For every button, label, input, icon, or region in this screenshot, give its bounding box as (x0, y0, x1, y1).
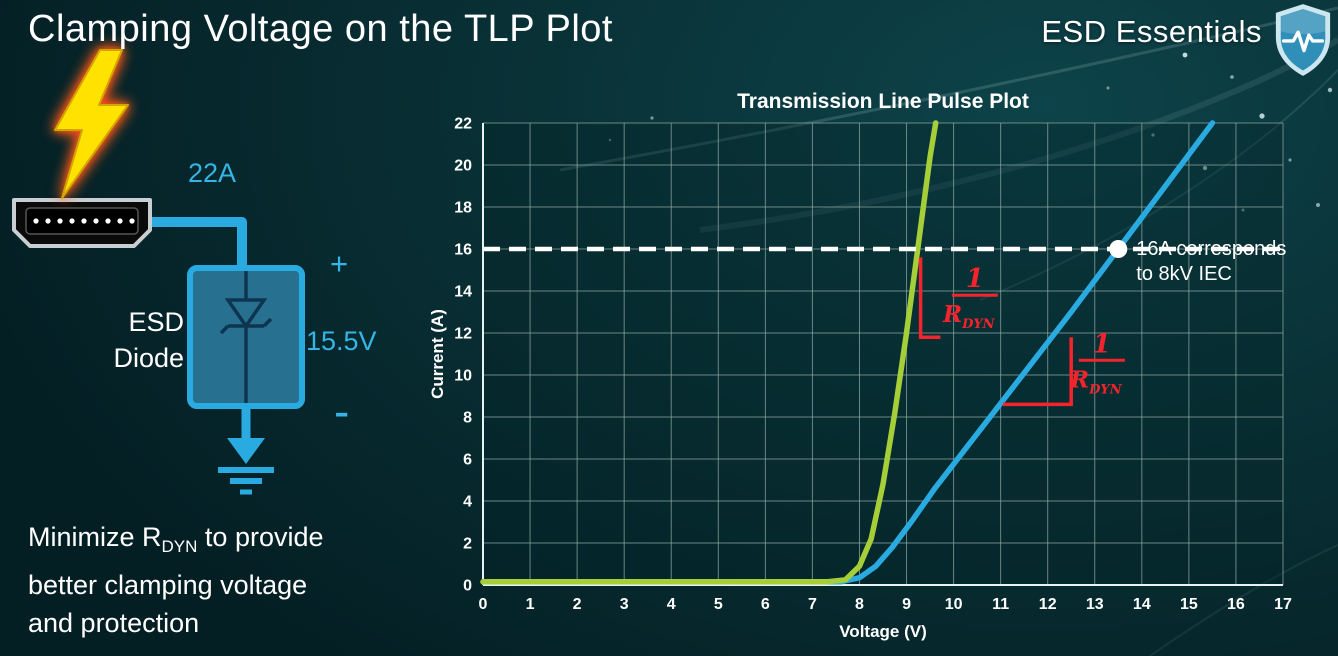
x-tick-label: 8 (855, 596, 864, 613)
slide-title: Clamping Voltage on the TLP Plot (28, 8, 613, 50)
x-tick-label: 0 (479, 596, 488, 613)
wire (150, 217, 247, 270)
y-tick-label: 10 (454, 368, 472, 385)
y-tick-label: 2 (463, 536, 472, 553)
esd-diode-label-line2: Diode (113, 343, 184, 373)
minus-polarity-label: - (334, 385, 350, 437)
y-tick-label: 0 (463, 578, 472, 595)
x-tick-label: 11 (992, 596, 1009, 613)
surge-current-label: 22A (188, 158, 237, 188)
y-tick-label: 16 (454, 242, 472, 259)
x-tick-label: 3 (620, 596, 629, 613)
x-tick-label: 6 (761, 596, 770, 613)
clamp-voltage-label: 15.5V (306, 326, 377, 356)
chart-title: Transmission Line Pulse Plot (737, 90, 1029, 113)
light-streak (979, 69, 1338, 301)
footnote-line1: Minimize RDYN to provide (28, 518, 324, 566)
esd-diode-label: ESD Diode (36, 304, 184, 376)
footnote-line3: and protection (28, 608, 200, 638)
ground-symbol-icon (218, 406, 274, 495)
esd-diode-label-line1: ESD (128, 307, 184, 337)
x-tick-label: 17 (1274, 596, 1292, 613)
light-streak (559, 6, 1338, 172)
footnote-text: Minimize RDYN to provide better clamping… (28, 518, 324, 642)
brand-title: ESD Essentials (1041, 14, 1262, 49)
esd-circuit-diagram (12, 49, 305, 495)
y-axis-label: Current (A) (428, 309, 447, 399)
plot-area (483, 123, 1283, 585)
rdyn-blue-slope-indicator (1003, 337, 1073, 407)
footnote-line2: better clamping voltage (28, 570, 308, 600)
x-tick-label: 15 (1180, 596, 1198, 613)
x-tick-label: 14 (1133, 596, 1151, 613)
hdmi-connector-icon (12, 198, 152, 248)
shield-highlight (1280, 9, 1326, 35)
y-tick-label: 22 (454, 116, 472, 133)
x-tick-label: 7 (808, 596, 817, 613)
pulse-line-icon (1281, 30, 1325, 53)
y-tick-label: 6 (463, 452, 472, 469)
x-tick-label: 12 (1039, 596, 1057, 613)
y-tick-label: 18 (454, 200, 472, 217)
rdyn-blue-numerator: 1 (1093, 329, 1111, 359)
x-tick-label: 5 (714, 596, 723, 613)
footnote-line1-prefix: Minimize R (28, 522, 162, 552)
marker-label-line1: 16A corresponds (1136, 238, 1286, 260)
y-tick-label: 8 (463, 410, 472, 427)
plus-polarity-label: + (330, 246, 349, 281)
y-tick-label: 12 (454, 326, 472, 343)
y-tick-label: 4 (463, 494, 472, 511)
y-tick-label: 14 (454, 284, 472, 301)
lightning-bolt-icon (54, 49, 129, 199)
shield-body (1280, 9, 1326, 71)
footnote-rdyn-subscript: DYN (161, 537, 198, 556)
shield-pulse-icon (1275, 4, 1331, 76)
footnote-line1-suffix: to provide (197, 522, 324, 552)
tlp-chart: 0 1 2 3 4 5 6 7 8 9 10 11 12 13 14 15 16 1702468101214161… (428, 90, 1292, 641)
y-tick-label: 20 (454, 158, 472, 175)
marker-label-line2: to 8kV IEC (1136, 263, 1232, 285)
x-tick-label: 2 (573, 596, 582, 613)
x-axis-label: Voltage (V) (839, 622, 927, 641)
marker-16A-point (1109, 240, 1128, 258)
light-streak (699, 37, 1338, 233)
rdyn-blue-denominator: RDYN (1069, 366, 1123, 397)
green-curve (480, 120, 939, 585)
rdyn-green-numerator: 1 (966, 264, 984, 294)
x-tick-label: 10 (945, 596, 963, 613)
zener-diode-symbol (219, 271, 273, 403)
x-tick-label: 16 (1227, 596, 1245, 613)
x-tick-label: 1 (526, 596, 535, 613)
rdyn-green-denominator: RDYN (942, 301, 996, 332)
x-tick-label: 4 (667, 596, 676, 613)
x-tick-label: 13 (1086, 596, 1104, 613)
x-tick-label: 9 (902, 596, 911, 613)
rdyn-green-slope-indicator (918, 257, 941, 339)
